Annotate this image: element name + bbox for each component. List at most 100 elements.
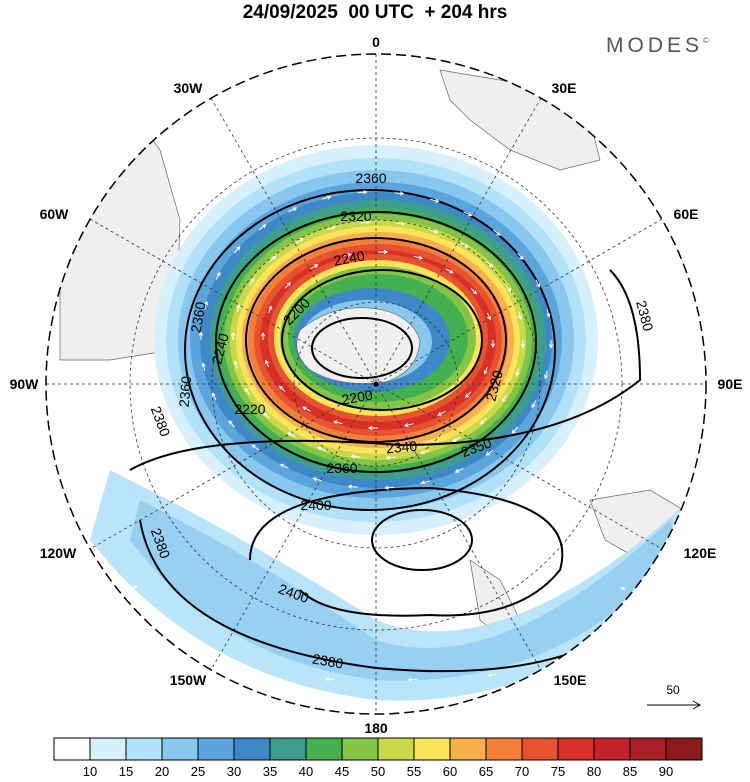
- legend-tick-label: 30: [226, 764, 242, 779]
- wind-vector: [463, 211, 473, 217]
- wind-vector: [487, 672, 497, 678]
- contour-label: 2200: [340, 386, 374, 407]
- wind-vector: [249, 277, 255, 286]
- lon-label-120w: 120W: [39, 545, 77, 561]
- brand-name: MODES: [606, 34, 704, 57]
- legend-tick-label: 70: [514, 764, 530, 779]
- chart-title: 24/09/2025 00 UTC + 204 hrs: [242, 2, 508, 23]
- wind-vector: [653, 601, 658, 606]
- wind-vector: [279, 463, 289, 469]
- wind-vector: [413, 255, 424, 260]
- wind-vector: [520, 340, 526, 349]
- wind-vector: [302, 406, 311, 412]
- wind-vector: [518, 311, 523, 320]
- legend-tick-label: 15: [118, 764, 134, 779]
- wind-vector: [360, 220, 371, 225]
- wind-vector: [244, 387, 251, 396]
- wind-vector: [501, 394, 507, 403]
- lon-label-60e: 60E: [673, 206, 699, 222]
- wind-vector: [94, 634, 99, 639]
- wind-vector: [278, 385, 286, 393]
- wind-reference-label: 50: [666, 683, 680, 697]
- wind-vector: [284, 281, 292, 289]
- wind-vector: [236, 303, 241, 312]
- legend-tick-label: 85: [622, 764, 638, 779]
- wind-vector: [479, 417, 487, 425]
- wind-vector: [511, 426, 518, 434]
- contour-label: 2360: [355, 170, 386, 186]
- wind-vector: [260, 332, 266, 340]
- wind-vector: [483, 367, 488, 375]
- wind-vector: [350, 454, 361, 459]
- legend-tick-label: 25: [190, 764, 206, 779]
- legend-tick-label: 55: [406, 764, 422, 779]
- lon-label-30w: 30W: [173, 80, 203, 96]
- legend-tick-label: 80: [586, 764, 602, 779]
- contour-label: 2320: [340, 208, 371, 224]
- wind-vector: [321, 195, 332, 200]
- wind-vector: [178, 662, 187, 667]
- wind-shading-lower-jet: [90, 470, 700, 701]
- contour-label: 2320: [482, 368, 506, 402]
- wind-vector: [543, 370, 549, 380]
- wind-vector: [312, 477, 323, 482]
- wind-vector: [464, 391, 472, 399]
- contour-label: 2360: [176, 375, 195, 408]
- wind-vector: [211, 392, 217, 401]
- wind-vector: [126, 649, 133, 654]
- wind-vector: [395, 221, 406, 226]
- wind-vector: [342, 252, 353, 257]
- copyright-mark: ©: [703, 36, 709, 45]
- map-boundary: [45, 53, 707, 715]
- lon-label-120e: 120E: [683, 545, 717, 561]
- wind-vector: [317, 446, 327, 451]
- wind-vector: [492, 229, 501, 236]
- wind-vector: [258, 224, 267, 231]
- legend-tick-label: 40: [298, 764, 314, 779]
- wind-vector: [515, 368, 520, 377]
- wind-vector: [505, 284, 512, 293]
- wind-vector: [251, 444, 260, 451]
- wind-vector: [546, 309, 551, 318]
- wind-vector: [265, 359, 270, 368]
- wind-vector: [663, 618, 669, 623]
- legend-tick-label: 65: [478, 764, 494, 779]
- wind-vector: [420, 480, 431, 485]
- wind-vector: [531, 399, 537, 409]
- wind-vector: [268, 305, 273, 313]
- wind-vector: [437, 410, 446, 416]
- wind-vector: [96, 600, 102, 605]
- wind-vector: [332, 420, 343, 425]
- wind-vector: [131, 584, 138, 589]
- wind-vector: [619, 586, 626, 591]
- wind-vector: [246, 671, 256, 677]
- contour-label: 2400: [300, 497, 331, 513]
- wind-vector: [228, 419, 235, 428]
- lon-label-60w: 60W: [39, 206, 69, 222]
- wind-vector: [324, 677, 335, 682]
- lon-label-90e: 90E: [717, 376, 743, 392]
- wind-vector: [215, 271, 221, 281]
- lon-label-150e: 150E: [553, 672, 587, 688]
- contour-label: 2360: [187, 300, 208, 334]
- contour-label: 2360: [326, 460, 357, 476]
- wind-vector: [287, 432, 296, 438]
- south-pole-marker: [373, 381, 379, 387]
- legend-tick-label: 35: [262, 764, 278, 779]
- wind-vector: [201, 362, 206, 371]
- wind-vector: [384, 485, 395, 490]
- wind-vector: [394, 191, 405, 196]
- brand-logo: MODES©: [606, 34, 709, 58]
- legend-tick-label: 45: [334, 764, 350, 779]
- wind-vector: [485, 449, 494, 456]
- legend-tick-label: 60: [442, 764, 458, 779]
- lon-label-180: 180: [364, 720, 388, 736]
- contour-label: 2240: [332, 247, 366, 268]
- lon-label-150w: 150W: [169, 672, 207, 688]
- wind-vector: [234, 246, 241, 254]
- wind-vector: [347, 484, 358, 489]
- wind-vector: [378, 249, 389, 255]
- wind-vector: [203, 300, 209, 310]
- wind-vector: [517, 252, 524, 261]
